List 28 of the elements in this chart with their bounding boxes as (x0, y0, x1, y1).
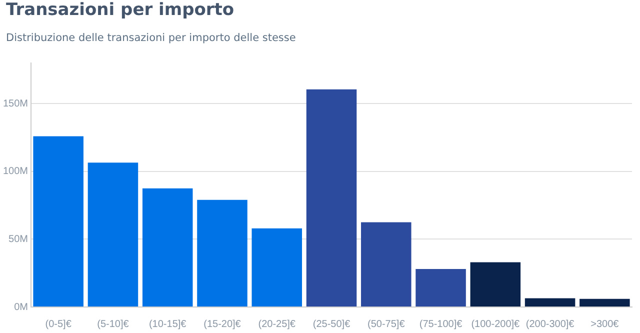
x-tick-label: (50-75]€ (368, 318, 406, 330)
bar (142, 188, 193, 306)
x-tick-label: (20-25]€ (258, 318, 296, 330)
bar (197, 200, 248, 306)
chart-title: Transazioni per importo (6, 0, 234, 20)
bar (88, 162, 138, 306)
x-tick-label: (5-10]€ (97, 318, 130, 330)
x-tick-label: (100-200]€ (471, 318, 520, 330)
y-tick-label: 0M (14, 302, 28, 313)
x-tick-label: (75-100]€ (419, 318, 463, 330)
bar (361, 222, 412, 306)
x-tick-label: (15-20]€ (204, 318, 242, 330)
bar (580, 298, 630, 306)
x-tick-label: (200-300]€ (526, 318, 575, 330)
bar (524, 298, 576, 306)
x-tick-label: (10-15]€ (148, 318, 187, 330)
x-tick-label: (25-50]€ (312, 318, 351, 330)
bar (470, 262, 521, 306)
bar (306, 89, 357, 306)
bar (33, 136, 84, 306)
x-tick-label: >300€ (590, 318, 620, 330)
bar (416, 269, 466, 306)
y-tick-label: 100M (3, 166, 28, 178)
y-tick-label: 150M (3, 98, 28, 110)
chart-subtitle: Distribuzione delle transazioni per importo delle stesse (6, 32, 296, 44)
x-tick-label: (0-5]€ (45, 318, 72, 330)
bar (252, 228, 302, 306)
y-tick-label: 50M (8, 234, 28, 245)
